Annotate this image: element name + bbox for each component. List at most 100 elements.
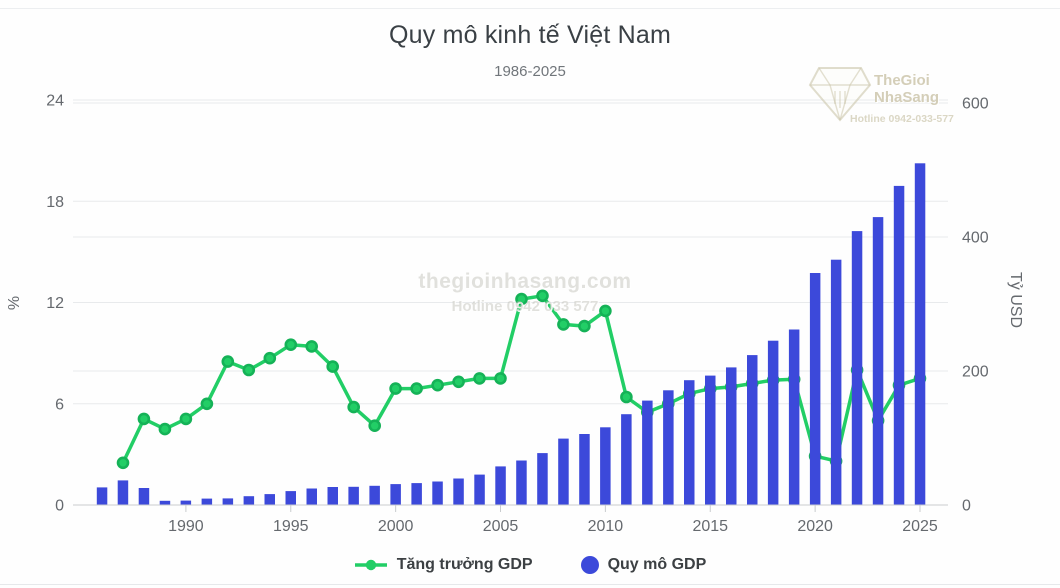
- y-tick-label-right: 600: [962, 96, 989, 113]
- gdp-bar[interactable]: [642, 400, 653, 505]
- gdp-bar[interactable]: [180, 500, 192, 505]
- growth-marker[interactable]: [431, 378, 444, 392]
- growth-marker[interactable]: [158, 422, 172, 436]
- gdp-bar[interactable]: [243, 496, 255, 505]
- growth-marker[interactable]: [221, 355, 235, 368]
- gdp-bar[interactable]: [809, 273, 821, 505]
- y-axis-left: 0 6 12 18 24: [46, 93, 64, 515]
- gdp-bar[interactable]: [558, 438, 569, 505]
- gdp-bar[interactable]: [767, 340, 779, 505]
- legend-dot-icon: [580, 556, 599, 574]
- gdp-bar[interactable]: [306, 488, 318, 506]
- growth-marker[interactable]: [578, 319, 591, 333]
- gdp-bar[interactable]: [851, 231, 863, 505]
- y-axis-right: 0 200 400 600: [962, 96, 989, 515]
- gdp-bar[interactable]: [285, 491, 297, 505]
- gdp-bar[interactable]: [788, 329, 800, 506]
- gdp-bar[interactable]: [705, 375, 716, 505]
- gdp-bar[interactable]: [222, 498, 234, 505]
- growth-marker[interactable]: [536, 289, 549, 303]
- gdp-bar[interactable]: [348, 486, 359, 505]
- gdp-bar[interactable]: [411, 483, 422, 505]
- growth-marker[interactable]: [116, 456, 130, 470]
- gdp-bar[interactable]: [747, 355, 758, 505]
- x-tick-label: 2005: [483, 518, 519, 535]
- gdp-bar[interactable]: [474, 474, 485, 505]
- gdp-bar[interactable]: [495, 466, 506, 505]
- gdp-bar[interactable]: [159, 500, 171, 505]
- legend-item-label: Tăng trưởng GDP: [396, 556, 533, 573]
- gdp-bar[interactable]: [893, 185, 905, 505]
- gdp-bar[interactable]: [369, 485, 380, 505]
- page-title: Quy mô kinh tế Việt Nam: [388, 21, 672, 49]
- growth-marker[interactable]: [326, 360, 340, 373]
- growth-marker[interactable]: [599, 304, 612, 318]
- legend: Tăng trưởng GDP Quy mô GDP: [0, 556, 1060, 574]
- legend-item-label: Quy mô GDP: [607, 556, 707, 573]
- gdp-bar[interactable]: [830, 259, 842, 505]
- growth-marker[interactable]: [305, 340, 319, 353]
- growth-marker[interactable]: [200, 397, 214, 411]
- gdp-bar[interactable]: [914, 163, 926, 506]
- x-tick-label: 2015: [692, 518, 728, 535]
- growth-marker[interactable]: [347, 400, 361, 414]
- gdp-bar[interactable]: [390, 484, 401, 505]
- legend-item-growth[interactable]: Tăng trưởng GDP: [354, 556, 533, 574]
- x-tick-label: 1995: [273, 518, 309, 535]
- gdp-bar[interactable]: [663, 390, 674, 505]
- y-tick-label-left: 0: [55, 498, 64, 515]
- gdp-bar[interactable]: [516, 460, 527, 506]
- growth-marker[interactable]: [473, 372, 486, 385]
- gdp-bar[interactable]: [138, 488, 150, 505]
- y-tick-label-right: 400: [962, 230, 989, 247]
- growth-marker[interactable]: [242, 363, 256, 377]
- growth-marker[interactable]: [389, 382, 402, 395]
- gdp-bar[interactable]: [579, 434, 590, 505]
- growth-marker[interactable]: [137, 412, 151, 426]
- gdp-bar[interactable]: [726, 367, 737, 505]
- y-tick-label-left: 6: [55, 396, 64, 413]
- growth-marker[interactable]: [494, 372, 507, 385]
- growth-marker[interactable]: [452, 375, 465, 389]
- x-tick-label: 1990: [168, 518, 204, 535]
- top-divider: [0, 8, 1060, 9]
- gdp-bar[interactable]: [684, 380, 695, 505]
- y-tick-label-left: 24: [46, 93, 64, 110]
- right-axis-title: Tỷ USD: [1007, 272, 1024, 328]
- y-tick-label-right: 200: [962, 364, 989, 381]
- y-tick-label-left: 12: [46, 295, 64, 312]
- gdp-bar[interactable]: [327, 487, 339, 505]
- x-tick-label: 2020: [797, 518, 833, 535]
- growth-marker[interactable]: [368, 419, 382, 433]
- x-tick-label: 2000: [378, 518, 414, 535]
- gdp-bar[interactable]: [537, 453, 548, 505]
- bottom-divider: [0, 584, 1060, 585]
- gdp-bar[interactable]: [117, 480, 129, 505]
- growth-line-series: [116, 289, 927, 470]
- legend-line-icon: [354, 559, 387, 571]
- gdp-bar[interactable]: [621, 414, 632, 505]
- gdp-bar[interactable]: [453, 478, 464, 506]
- x-tick-label: 2010: [588, 518, 624, 535]
- gdp-bar[interactable]: [432, 481, 443, 506]
- gdp-bar[interactable]: [201, 498, 213, 505]
- y-tick-label-left: 18: [46, 194, 64, 211]
- gdp-bar[interactable]: [600, 427, 611, 505]
- growth-marker[interactable]: [263, 351, 277, 365]
- growth-marker[interactable]: [410, 382, 423, 395]
- x-axis: 1990 1995 2000 2005 2010 2015 2020 2025: [168, 505, 938, 535]
- page-subtitle: 1986-2025: [494, 63, 566, 80]
- gdp-bar[interactable]: [96, 487, 108, 505]
- growth-marker[interactable]: [620, 390, 633, 404]
- left-axis-title: %: [6, 296, 23, 310]
- y-tick-label-right: 0: [962, 498, 971, 515]
- growth-marker[interactable]: [557, 318, 570, 331]
- growth-marker[interactable]: [515, 292, 528, 306]
- gdp-bar[interactable]: [264, 494, 276, 505]
- gdp-bar[interactable]: [872, 217, 884, 505]
- growth-marker[interactable]: [179, 412, 193, 426]
- legend-item-gdp[interactable]: Quy mô GDP: [580, 556, 707, 574]
- growth-marker[interactable]: [284, 338, 298, 352]
